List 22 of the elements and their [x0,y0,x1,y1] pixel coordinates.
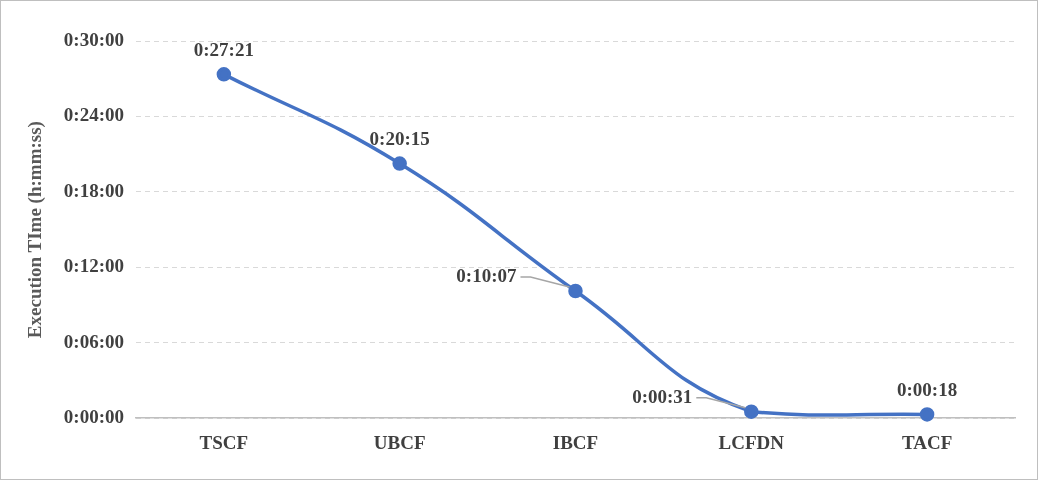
x-tick-label: TACF [901,431,953,453]
y-axis-title: Execution TIme (h:mm:ss) [24,121,47,339]
x-tick-label: IBCF [552,431,599,453]
y-tick-label: 0:30:00 [63,28,124,50]
y-tick-label: 0:24:00 [63,104,124,126]
data-label: 0:00:31 [632,385,693,407]
data-label: 0:10:07 [456,264,517,286]
y-tick-label: 0:00:00 [63,406,124,428]
point [568,283,583,299]
x-tick-label: LCFDN [718,431,785,453]
point [216,67,232,82]
y-tick-label: 0:12:00 [63,255,124,277]
point [392,156,407,171]
x-tick-label: UBCF [373,431,426,453]
data-label: 0:27:21 [193,38,254,60]
point [744,404,759,419]
point [919,407,935,422]
data-label: 0:20:15 [369,128,430,149]
y-tick-label: 0:18:00 [63,179,124,201]
y-tick-label: 0:06:00 [63,330,124,352]
data-label: 0:00:18 [897,378,958,400]
x-tick-label: TSCF [199,431,249,453]
